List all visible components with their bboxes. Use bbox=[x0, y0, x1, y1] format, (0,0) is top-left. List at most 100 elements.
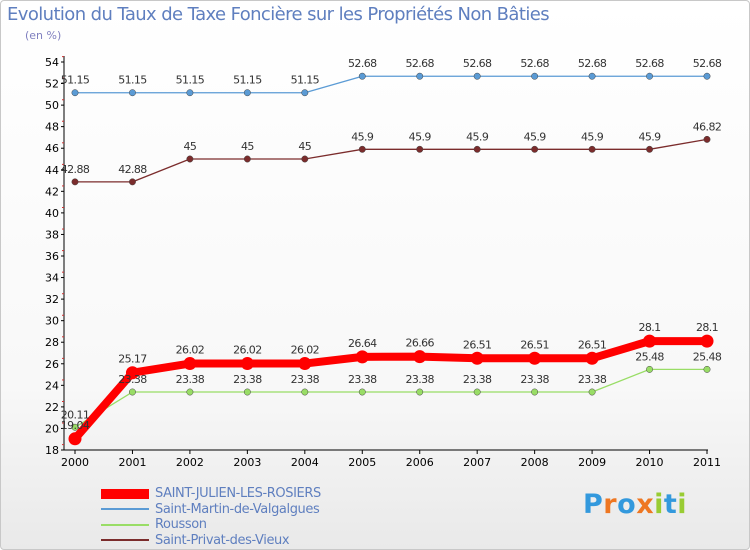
series-2 bbox=[71, 365, 711, 431]
data-point bbox=[588, 388, 596, 396]
data-label: 51.15 bbox=[233, 74, 262, 87]
legend-swatch bbox=[101, 539, 149, 542]
data-label: 45.9 bbox=[466, 130, 489, 143]
y-ticks-group: 18 20 22 24 26 28 30 32 34 36 38 40 42 44 46 48 50 52 54 bbox=[45, 56, 64, 457]
y-tick-label: 40 bbox=[45, 207, 59, 220]
series-1 bbox=[71, 72, 711, 97]
data-point bbox=[473, 388, 481, 396]
data-point bbox=[416, 145, 424, 153]
x-tick-label: 2003 bbox=[233, 456, 261, 469]
data-point bbox=[243, 89, 251, 97]
x-ticks-group: 2000 2001 2002 2003 2004 2005 2006 2007 2008 2009… bbox=[61, 450, 721, 469]
data-point bbox=[71, 178, 79, 186]
data-label: 25.48 bbox=[693, 350, 722, 363]
y-tick-label: 28 bbox=[45, 336, 59, 349]
data-label: 26.02 bbox=[233, 344, 262, 357]
y-tick-label: 24 bbox=[45, 379, 59, 392]
logo-letter: i bbox=[677, 489, 688, 520]
data-point bbox=[646, 72, 653, 80]
data-point bbox=[358, 145, 366, 153]
x-tick-label: 2006 bbox=[406, 456, 434, 469]
data-point bbox=[470, 351, 484, 365]
data-labels-group: 19.04 25.17 26.02 26.02 26.02 26.64 26.66 26.51… bbox=[61, 57, 723, 432]
data-label: 45 bbox=[298, 140, 311, 153]
data-label: 28.1 bbox=[638, 321, 660, 334]
y-tick-label: 26 bbox=[45, 358, 59, 371]
data-point bbox=[68, 432, 82, 446]
data-label: 45.9 bbox=[581, 130, 604, 143]
data-label: 51.15 bbox=[291, 74, 320, 87]
data-point bbox=[531, 72, 539, 80]
y-tick-label: 22 bbox=[45, 401, 59, 414]
series-3 bbox=[71, 135, 711, 186]
x-tick-label: 2011 bbox=[693, 456, 721, 469]
data-label: 42.88 bbox=[61, 163, 90, 176]
data-label: 45 bbox=[241, 140, 254, 153]
legend-label: SAINT-JULIEN-LES-ROSIERS bbox=[155, 486, 321, 501]
x-tick-label: 2008 bbox=[521, 456, 549, 469]
data-point bbox=[129, 89, 136, 97]
logo-letter: o bbox=[617, 489, 637, 520]
data-point bbox=[588, 72, 596, 80]
legend-swatch bbox=[101, 508, 149, 511]
y-tick-label: 30 bbox=[45, 315, 59, 328]
data-label: 23.38 bbox=[233, 373, 262, 386]
data-label: 52.68 bbox=[405, 57, 434, 70]
y-tick-label: 36 bbox=[45, 250, 59, 263]
data-label: 23.38 bbox=[520, 373, 549, 386]
data-point bbox=[186, 155, 194, 163]
y-tick-label: 48 bbox=[45, 121, 59, 134]
data-point bbox=[125, 366, 139, 380]
y-tick-label: 52 bbox=[45, 78, 59, 91]
data-label: 26.02 bbox=[176, 344, 205, 357]
series-group bbox=[68, 72, 714, 446]
data-point bbox=[588, 145, 596, 153]
data-label: 52.68 bbox=[635, 57, 664, 70]
data-label: 23.38 bbox=[578, 373, 607, 386]
data-label: 45.9 bbox=[638, 130, 661, 143]
y-tick-label: 38 bbox=[45, 228, 59, 241]
data-point bbox=[129, 178, 136, 186]
x-tick-label: 2002 bbox=[176, 456, 204, 469]
data-label: 52.68 bbox=[578, 57, 607, 70]
chart-title: Evolution du Taux de Taxe Foncière sur l… bbox=[7, 4, 550, 25]
data-point bbox=[473, 145, 481, 153]
data-point bbox=[646, 365, 653, 373]
data-label: 23.38 bbox=[118, 373, 147, 386]
axes-group bbox=[63, 56, 708, 451]
data-label: 23.38 bbox=[405, 373, 434, 386]
data-label: 42.88 bbox=[118, 163, 147, 176]
data-point bbox=[186, 89, 194, 97]
data-point bbox=[703, 135, 711, 143]
data-label: 26.51 bbox=[578, 338, 607, 351]
data-point bbox=[413, 350, 427, 364]
series-line bbox=[74, 138, 708, 183]
data-point bbox=[355, 350, 369, 364]
data-point bbox=[301, 89, 309, 97]
data-point bbox=[243, 155, 251, 163]
data-label: 26.51 bbox=[520, 338, 549, 351]
logo-letter: x bbox=[636, 489, 655, 520]
y-tick-label: 44 bbox=[45, 164, 59, 177]
data-label: 45.9 bbox=[351, 130, 374, 143]
data-label: 52.68 bbox=[693, 57, 722, 70]
data-point bbox=[358, 388, 366, 396]
data-point bbox=[301, 388, 309, 396]
y-tick-label: 54 bbox=[45, 56, 59, 69]
data-label: 52.68 bbox=[463, 57, 492, 70]
proxiti-logo: Proxiti bbox=[583, 489, 687, 520]
data-label: 23.38 bbox=[291, 373, 320, 386]
y-tick-label: 34 bbox=[45, 272, 59, 285]
data-point bbox=[703, 365, 711, 373]
x-tick-label: 2000 bbox=[61, 456, 89, 469]
data-point bbox=[700, 334, 714, 348]
y-axis-unit-label: (en %) bbox=[25, 29, 62, 42]
data-point bbox=[183, 357, 197, 371]
legend-label: Saint-Privat-des-Vieux bbox=[155, 532, 290, 548]
x-tick-label: 2005 bbox=[348, 456, 376, 469]
y-tick-label: 20 bbox=[45, 422, 59, 435]
series-line bbox=[71, 337, 711, 443]
data-label: 23.38 bbox=[176, 373, 205, 386]
